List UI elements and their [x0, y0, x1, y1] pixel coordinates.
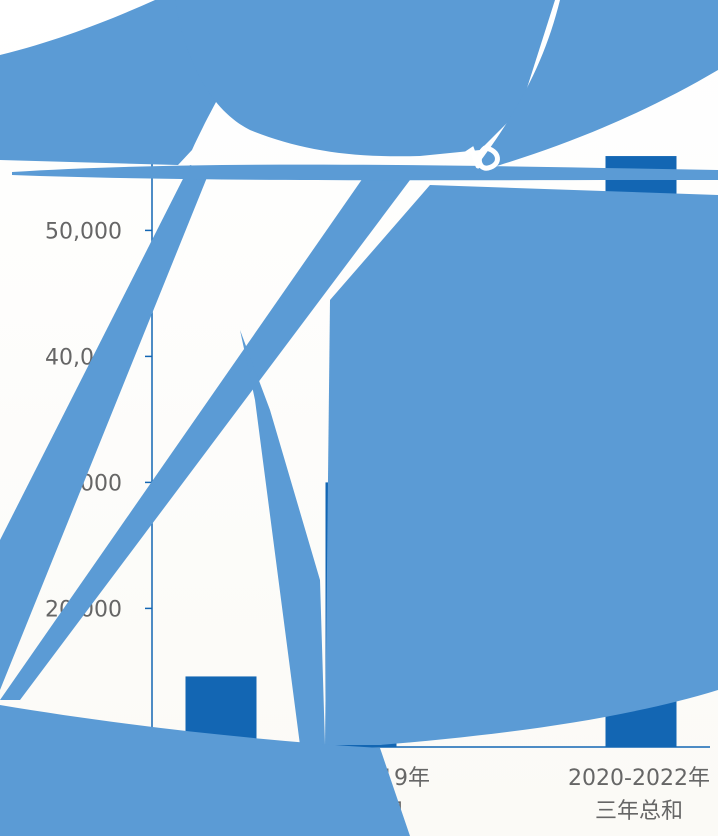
y-tick-label: 50,000: [45, 219, 122, 244]
bar: [186, 676, 257, 747]
y-tick-label: 10,000: [45, 723, 122, 748]
y-tick-label: 20,000: [45, 597, 122, 622]
bar: [606, 156, 677, 747]
x-category-label: 2020-2022年: [568, 766, 710, 791]
y-tick-label: 40,000: [45, 345, 122, 370]
x-category-label: 2017-2019年: [288, 766, 430, 791]
x-category-sublabel: 三年总和: [175, 799, 263, 824]
y-tick-label: 30,000: [45, 471, 122, 496]
x-category-sublabel: 三年总和: [595, 799, 683, 824]
bar: [326, 482, 397, 747]
bars-layer: [186, 156, 677, 747]
x-category-sublabel: 三年总和: [315, 799, 403, 824]
x-category-label: 2014-2016年: [148, 766, 290, 791]
